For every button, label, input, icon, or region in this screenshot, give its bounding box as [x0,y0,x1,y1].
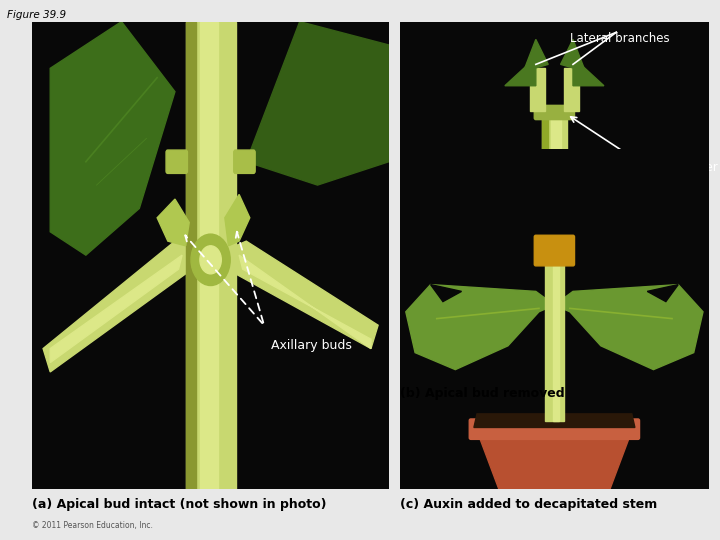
Polygon shape [554,285,703,369]
Text: Axillary buds: Axillary buds [271,339,352,352]
Bar [552,111,561,307]
Bar [530,68,545,111]
Polygon shape [505,57,536,86]
Polygon shape [50,22,175,255]
Polygon shape [400,164,523,253]
Bar [542,111,567,307]
FancyBboxPatch shape [166,150,187,173]
Polygon shape [573,57,604,86]
FancyBboxPatch shape [460,301,649,323]
Polygon shape [50,255,182,362]
Bar [542,111,548,307]
Bar [545,258,564,421]
Text: Lateral branches: Lateral branches [570,32,669,45]
Text: © 2011 Pearson Education, Inc.: © 2011 Pearson Education, Inc. [32,521,153,530]
Polygon shape [647,285,678,301]
Polygon shape [235,241,378,349]
Polygon shape [561,39,585,71]
Polygon shape [406,285,554,369]
Polygon shape [477,431,632,489]
Bar [553,258,559,421]
Polygon shape [225,194,250,246]
Text: (a) Apical bud intact (not shown in photo): (a) Apical bud intact (not shown in phot… [32,498,327,511]
Polygon shape [567,186,697,211]
Polygon shape [431,285,462,301]
FancyBboxPatch shape [234,150,255,173]
Text: (c) Auxin added to decapitated stem: (c) Auxin added to decapitated stem [400,498,657,511]
Polygon shape [43,241,186,372]
Polygon shape [409,171,517,242]
Polygon shape [246,22,389,185]
Circle shape [200,246,221,274]
Polygon shape [157,199,189,246]
FancyBboxPatch shape [534,105,575,120]
Polygon shape [464,300,644,310]
Polygon shape [523,39,548,71]
Polygon shape [567,175,700,218]
FancyBboxPatch shape [534,235,575,266]
Bar [200,22,217,489]
Circle shape [191,234,230,286]
Bar [186,22,235,489]
Text: (b) Apical bud removed: (b) Apical bud removed [400,387,564,400]
Text: Figure 39.9: Figure 39.9 [7,10,66,20]
Polygon shape [239,255,371,349]
Polygon shape [468,314,641,378]
Polygon shape [415,186,542,211]
Bar [186,22,197,489]
Polygon shape [585,164,709,253]
Bar [564,68,579,111]
Text: “Stump” after
removal of
apical bud: “Stump” after removal of apical bud [635,160,718,204]
FancyBboxPatch shape [469,419,639,440]
Polygon shape [474,414,635,428]
Polygon shape [412,175,542,218]
